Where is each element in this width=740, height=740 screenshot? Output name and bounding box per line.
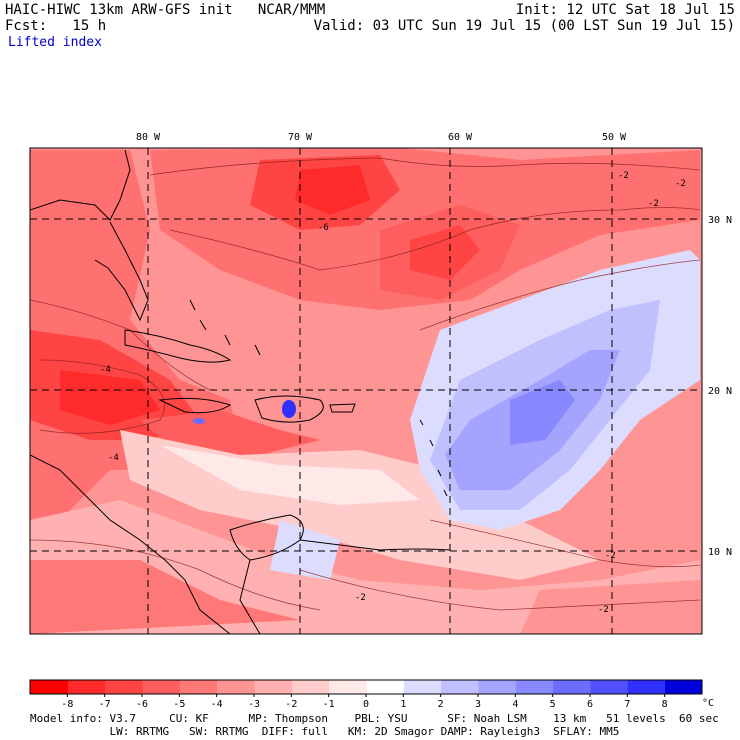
colorbar-tick-label: 8 <box>662 699 668 710</box>
contour-label: -2 <box>648 199 659 209</box>
colorbar-swatch <box>403 680 442 694</box>
graticule <box>30 148 702 634</box>
contour-label: -4 <box>108 453 119 463</box>
colorbar-swatch <box>67 680 106 694</box>
axis-labels: 80 W 70 W 60 W 50 W 30 N 20 N 10 N <box>136 132 732 558</box>
colorbar-swatch <box>104 680 143 694</box>
contour-label: -2 <box>598 605 609 615</box>
colorbar-swatch <box>328 680 367 694</box>
lifted-index-field <box>30 148 702 634</box>
colorbar-swatch <box>515 680 554 694</box>
colorbar-tick-label: -3 <box>248 699 260 710</box>
colorbar-swatch <box>366 680 404 694</box>
colorbar-tick-label: 1 <box>400 699 406 710</box>
colorbar-swatch <box>478 680 516 694</box>
colorbar-swatch <box>627 680 666 694</box>
colorbar-swatch <box>254 680 292 694</box>
colorbar-swatch <box>179 680 218 694</box>
colorbar-tick-label: 7 <box>624 699 630 710</box>
colorbar: °C -8 -7 -6 -5 -4 -3 -2 -1 0 1 2 3 4 5 6 7 8 <box>29 679 714 710</box>
footer-physics: LW: RRTMG SW: RRTMG DIFF: full KM: 2D Sm… <box>30 725 620 738</box>
colorbar-tick-label: -6 <box>136 699 148 710</box>
stable-spot <box>282 400 296 418</box>
contour-label: -4 <box>100 365 111 375</box>
contour-label: -6 <box>318 223 329 233</box>
colorbar-tick-label: 6 <box>587 699 593 710</box>
lon-label-70w: 70 W <box>288 132 313 143</box>
colorbar-tick-label: 3 <box>475 699 481 710</box>
colorbar-swatch <box>291 680 330 694</box>
lat-label-20n: 20 N <box>708 386 732 397</box>
colorbar-tick-label: 4 <box>512 699 518 710</box>
lat-label-30n: 30 N <box>708 215 732 226</box>
colorbar-swatch <box>590 680 628 694</box>
field-name: Lifted index <box>8 35 102 50</box>
map-frame <box>29 147 703 635</box>
lon-label-80w: 80 W <box>136 132 161 143</box>
contour-value-labels: -2 -2 -2 -4 -6 -4 -2 -2 -2 <box>100 171 686 615</box>
colorbar-tick-label: -2 <box>285 699 297 710</box>
colorbar-tick-label: -7 <box>99 699 111 710</box>
footer-model-info: Model info: V3.7 CU: KF MP: Thompson PBL… <box>30 712 719 725</box>
colorbar-tick-label: -5 <box>173 699 185 710</box>
contour-label: -2 <box>605 551 616 561</box>
contour-label: -2 <box>355 593 366 603</box>
colorbar-swatch <box>440 680 479 694</box>
colorbar-tick-label: 2 <box>438 699 444 710</box>
contour-label: -2 <box>618 171 629 181</box>
valid-time: Valid: 03 UTC Sun 19 Jul 15 (00 LST Sun … <box>313 18 735 34</box>
colorbar-unit: °C <box>702 698 714 709</box>
lon-label-60w: 60 W <box>448 132 473 143</box>
colorbar-swatch <box>664 680 703 694</box>
coastlines <box>30 149 451 634</box>
colorbar-swatch <box>216 680 255 694</box>
colorbar-swatch <box>142 680 180 694</box>
colorbar-tick-label: -4 <box>211 699 223 710</box>
contour-label: -2 <box>675 179 686 189</box>
model-title: HAIC-HIWC 13km ARW-GFS init NCAR/MMM <box>5 2 326 18</box>
init-time: Init: 12 UTC Sat 18 Jul 15 <box>515 2 735 18</box>
forecast-hour: Fcst: 15 h <box>5 18 107 34</box>
colorbar-tick-label: -8 <box>61 699 73 710</box>
colorbar-swatch <box>552 680 591 694</box>
contour-lines <box>30 157 701 611</box>
lat-label-10n: 10 N <box>708 547 732 558</box>
colorbar-tick-label: 0 <box>363 699 369 710</box>
colorbar-tick-label: -1 <box>323 699 335 710</box>
lon-label-50w: 50 W <box>602 132 627 143</box>
colorbar-tick-label: 5 <box>550 699 556 710</box>
colorbar-swatch <box>30 680 68 694</box>
